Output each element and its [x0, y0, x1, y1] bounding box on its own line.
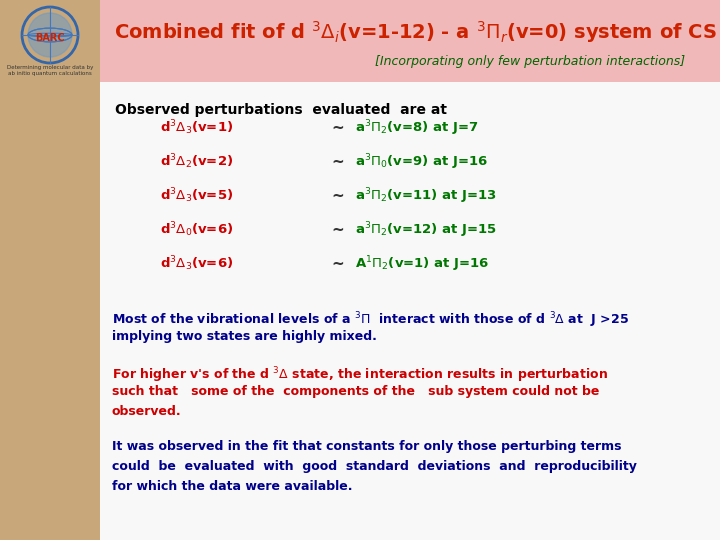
Text: A$^1\Pi_2$(v=1) at J=16: A$^1\Pi_2$(v=1) at J=16 — [355, 254, 490, 274]
Text: d$^3\Delta_3$(v=5): d$^3\Delta_3$(v=5) — [160, 187, 233, 205]
Text: d$^3\Delta_0$(v=6): d$^3\Delta_0$(v=6) — [160, 221, 233, 239]
Text: Observed perturbations  evaluated  are at: Observed perturbations evaluated are at — [115, 103, 447, 117]
Text: implying two states are highly mixed.: implying two states are highly mixed. — [112, 330, 377, 343]
Circle shape — [28, 13, 72, 57]
Bar — [0, 0, 100, 540]
Text: ab initio quantum calculations: ab initio quantum calculations — [8, 71, 92, 77]
Text: BARC: BARC — [35, 33, 65, 43]
Text: It was observed in the fit that constants for only those perturbing terms: It was observed in the fit that constant… — [112, 440, 621, 453]
Text: observed.: observed. — [112, 405, 181, 418]
Text: [Incorporating only few perturbation interactions]: [Incorporating only few perturbation int… — [375, 56, 685, 69]
Text: ~: ~ — [332, 154, 344, 170]
Text: d$^3\Delta_3$(v=1): d$^3\Delta_3$(v=1) — [160, 119, 233, 137]
Bar — [100, 0, 720, 82]
Text: ~: ~ — [332, 188, 344, 204]
Text: ~: ~ — [332, 256, 344, 272]
Text: could  be  evaluated  with  good  standard  deviations  and  reproducibility: could be evaluated with good standard de… — [112, 460, 637, 473]
Text: For higher v's of the d $^3\Delta$ state, the interaction results in perturbatio: For higher v's of the d $^3\Delta$ state… — [112, 365, 608, 384]
Text: such that   some of the  components of the   sub system could not be: such that some of the components of the … — [112, 385, 599, 398]
Text: d$^3\Delta_3$(v=6): d$^3\Delta_3$(v=6) — [160, 255, 233, 273]
Text: for which the data were available.: for which the data were available. — [112, 480, 353, 493]
Text: ~: ~ — [332, 120, 344, 136]
Text: Most of the vibrational levels of a $^3\Pi$  interact with those of d $^3\Delta$: Most of the vibrational levels of a $^3\… — [112, 310, 629, 329]
Text: d$^3\Delta_2$(v=2): d$^3\Delta_2$(v=2) — [160, 153, 233, 171]
Bar — [100, 82, 720, 540]
Text: Combined fit of d $^3\Delta_i$(v=1-12) - a $^3\Pi_r$(v=0) system of CS: Combined fit of d $^3\Delta_i$(v=1-12) -… — [114, 19, 716, 45]
Text: Determining molecular data by: Determining molecular data by — [6, 65, 93, 71]
Text: a$^3\Pi_2$(v=12) at J=15: a$^3\Pi_2$(v=12) at J=15 — [355, 220, 497, 240]
Text: ~: ~ — [332, 222, 344, 238]
Text: a$^3\Pi_2$(v=11) at J=13: a$^3\Pi_2$(v=11) at J=13 — [355, 186, 497, 206]
Text: a$^3\Pi_0$(v=9) at J=16: a$^3\Pi_0$(v=9) at J=16 — [355, 152, 488, 172]
Text: a$^3\Pi_2$(v=8) at J=7: a$^3\Pi_2$(v=8) at J=7 — [355, 118, 478, 138]
